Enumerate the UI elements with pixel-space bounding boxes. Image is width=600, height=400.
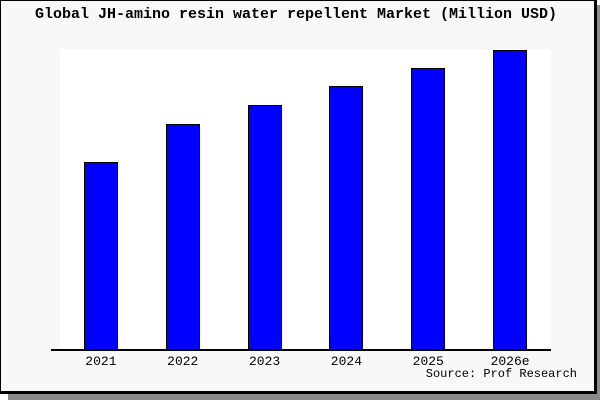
bar-2024 [329,86,364,350]
frame-shadow-right [597,5,600,400]
bar-2026e [493,50,528,350]
frame-shadow-bottom [8,394,600,400]
chart-title: Global JH-amino resin water repellent Ma… [34,6,558,23]
bar-2021 [83,162,118,350]
x-tick-label-2026e: 2026e [490,354,530,369]
bar-2023 [247,105,282,350]
x-tick-label-2025: 2025 [412,354,444,369]
bar-2022 [165,124,200,350]
x-tick-label-2021: 2021 [85,354,117,369]
x-tick-label-2024: 2024 [330,354,363,369]
x-axis-line [51,349,551,351]
source-credit: Source: Prof Research [425,367,577,381]
plot-area [60,49,551,350]
x-tick-label-2022: 2022 [167,354,199,369]
bar-2025 [411,68,446,350]
x-tick-label-2023: 2023 [248,354,281,369]
